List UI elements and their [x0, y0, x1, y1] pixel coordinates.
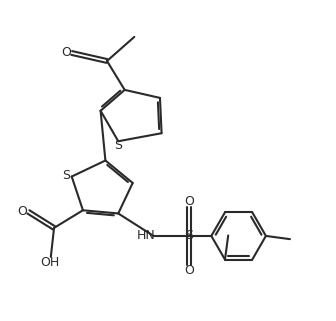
Text: S: S [62, 169, 71, 182]
Text: O: O [18, 205, 28, 218]
Text: S: S [114, 139, 122, 152]
Text: O: O [184, 195, 194, 208]
Text: OH: OH [41, 256, 60, 269]
Text: O: O [61, 46, 71, 59]
Text: S: S [185, 230, 193, 242]
Text: O: O [184, 264, 194, 277]
Text: HN: HN [137, 229, 156, 242]
